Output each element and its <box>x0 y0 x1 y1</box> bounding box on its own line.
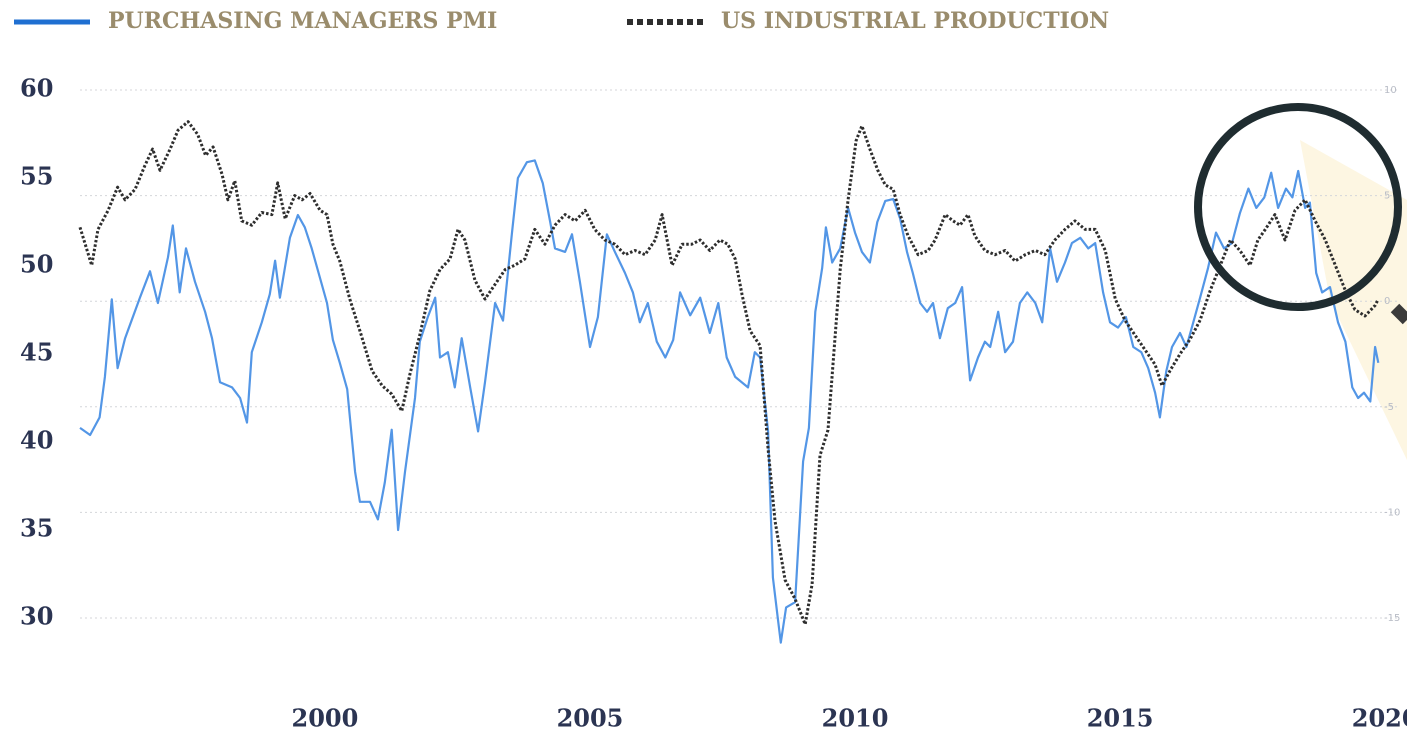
magnifier-beam <box>1300 140 1407 460</box>
y2-tick-label: 10 <box>1384 85 1397 96</box>
magnifier <box>1194 103 1407 325</box>
grid <box>80 89 1400 619</box>
magnifier-handle <box>1390 303 1407 325</box>
x-tick-label: 2015 <box>1087 704 1154 733</box>
plot-area <box>78 120 1380 644</box>
series-line <box>78 120 1380 626</box>
legend-label: US INDUSTRIAL PRODUCTION <box>721 8 1109 34</box>
y2-tick-label: 5 <box>1384 191 1390 202</box>
series-line <box>79 159 1380 644</box>
y2-tick-label: -15 <box>1384 613 1400 624</box>
axes: -15 -10 -5 0 5 10 30 35 40 45 50 55 60 2000 2005 2010 20… <box>20 74 1407 733</box>
y-tick-label: 50 <box>20 250 53 279</box>
y-tick-label: 45 <box>20 338 53 367</box>
y-tick-label: 40 <box>20 426 53 455</box>
legend-label: PURCHASING MANAGERS PMI <box>108 8 497 34</box>
x-tick-label: 2005 <box>557 704 624 733</box>
y-tick-label: 55 <box>20 162 53 191</box>
x-tick-label: 2020 <box>1352 704 1407 733</box>
x-tick-label: 2010 <box>822 704 889 733</box>
magnifier-ring <box>1194 103 1402 311</box>
y-tick-label: 60 <box>20 74 53 103</box>
y2-tick-label: -5 <box>1384 402 1394 413</box>
y2-tick-label: -10 <box>1384 507 1400 518</box>
x-tick-label: 2000 <box>292 704 359 733</box>
y-tick-label: 35 <box>20 514 53 543</box>
y2-tick-label: 0 <box>1384 296 1390 307</box>
legend: PURCHASING MANAGERS PMI US INDUSTRIAL PRO… <box>14 8 1109 34</box>
y-tick-label: 30 <box>20 602 53 631</box>
